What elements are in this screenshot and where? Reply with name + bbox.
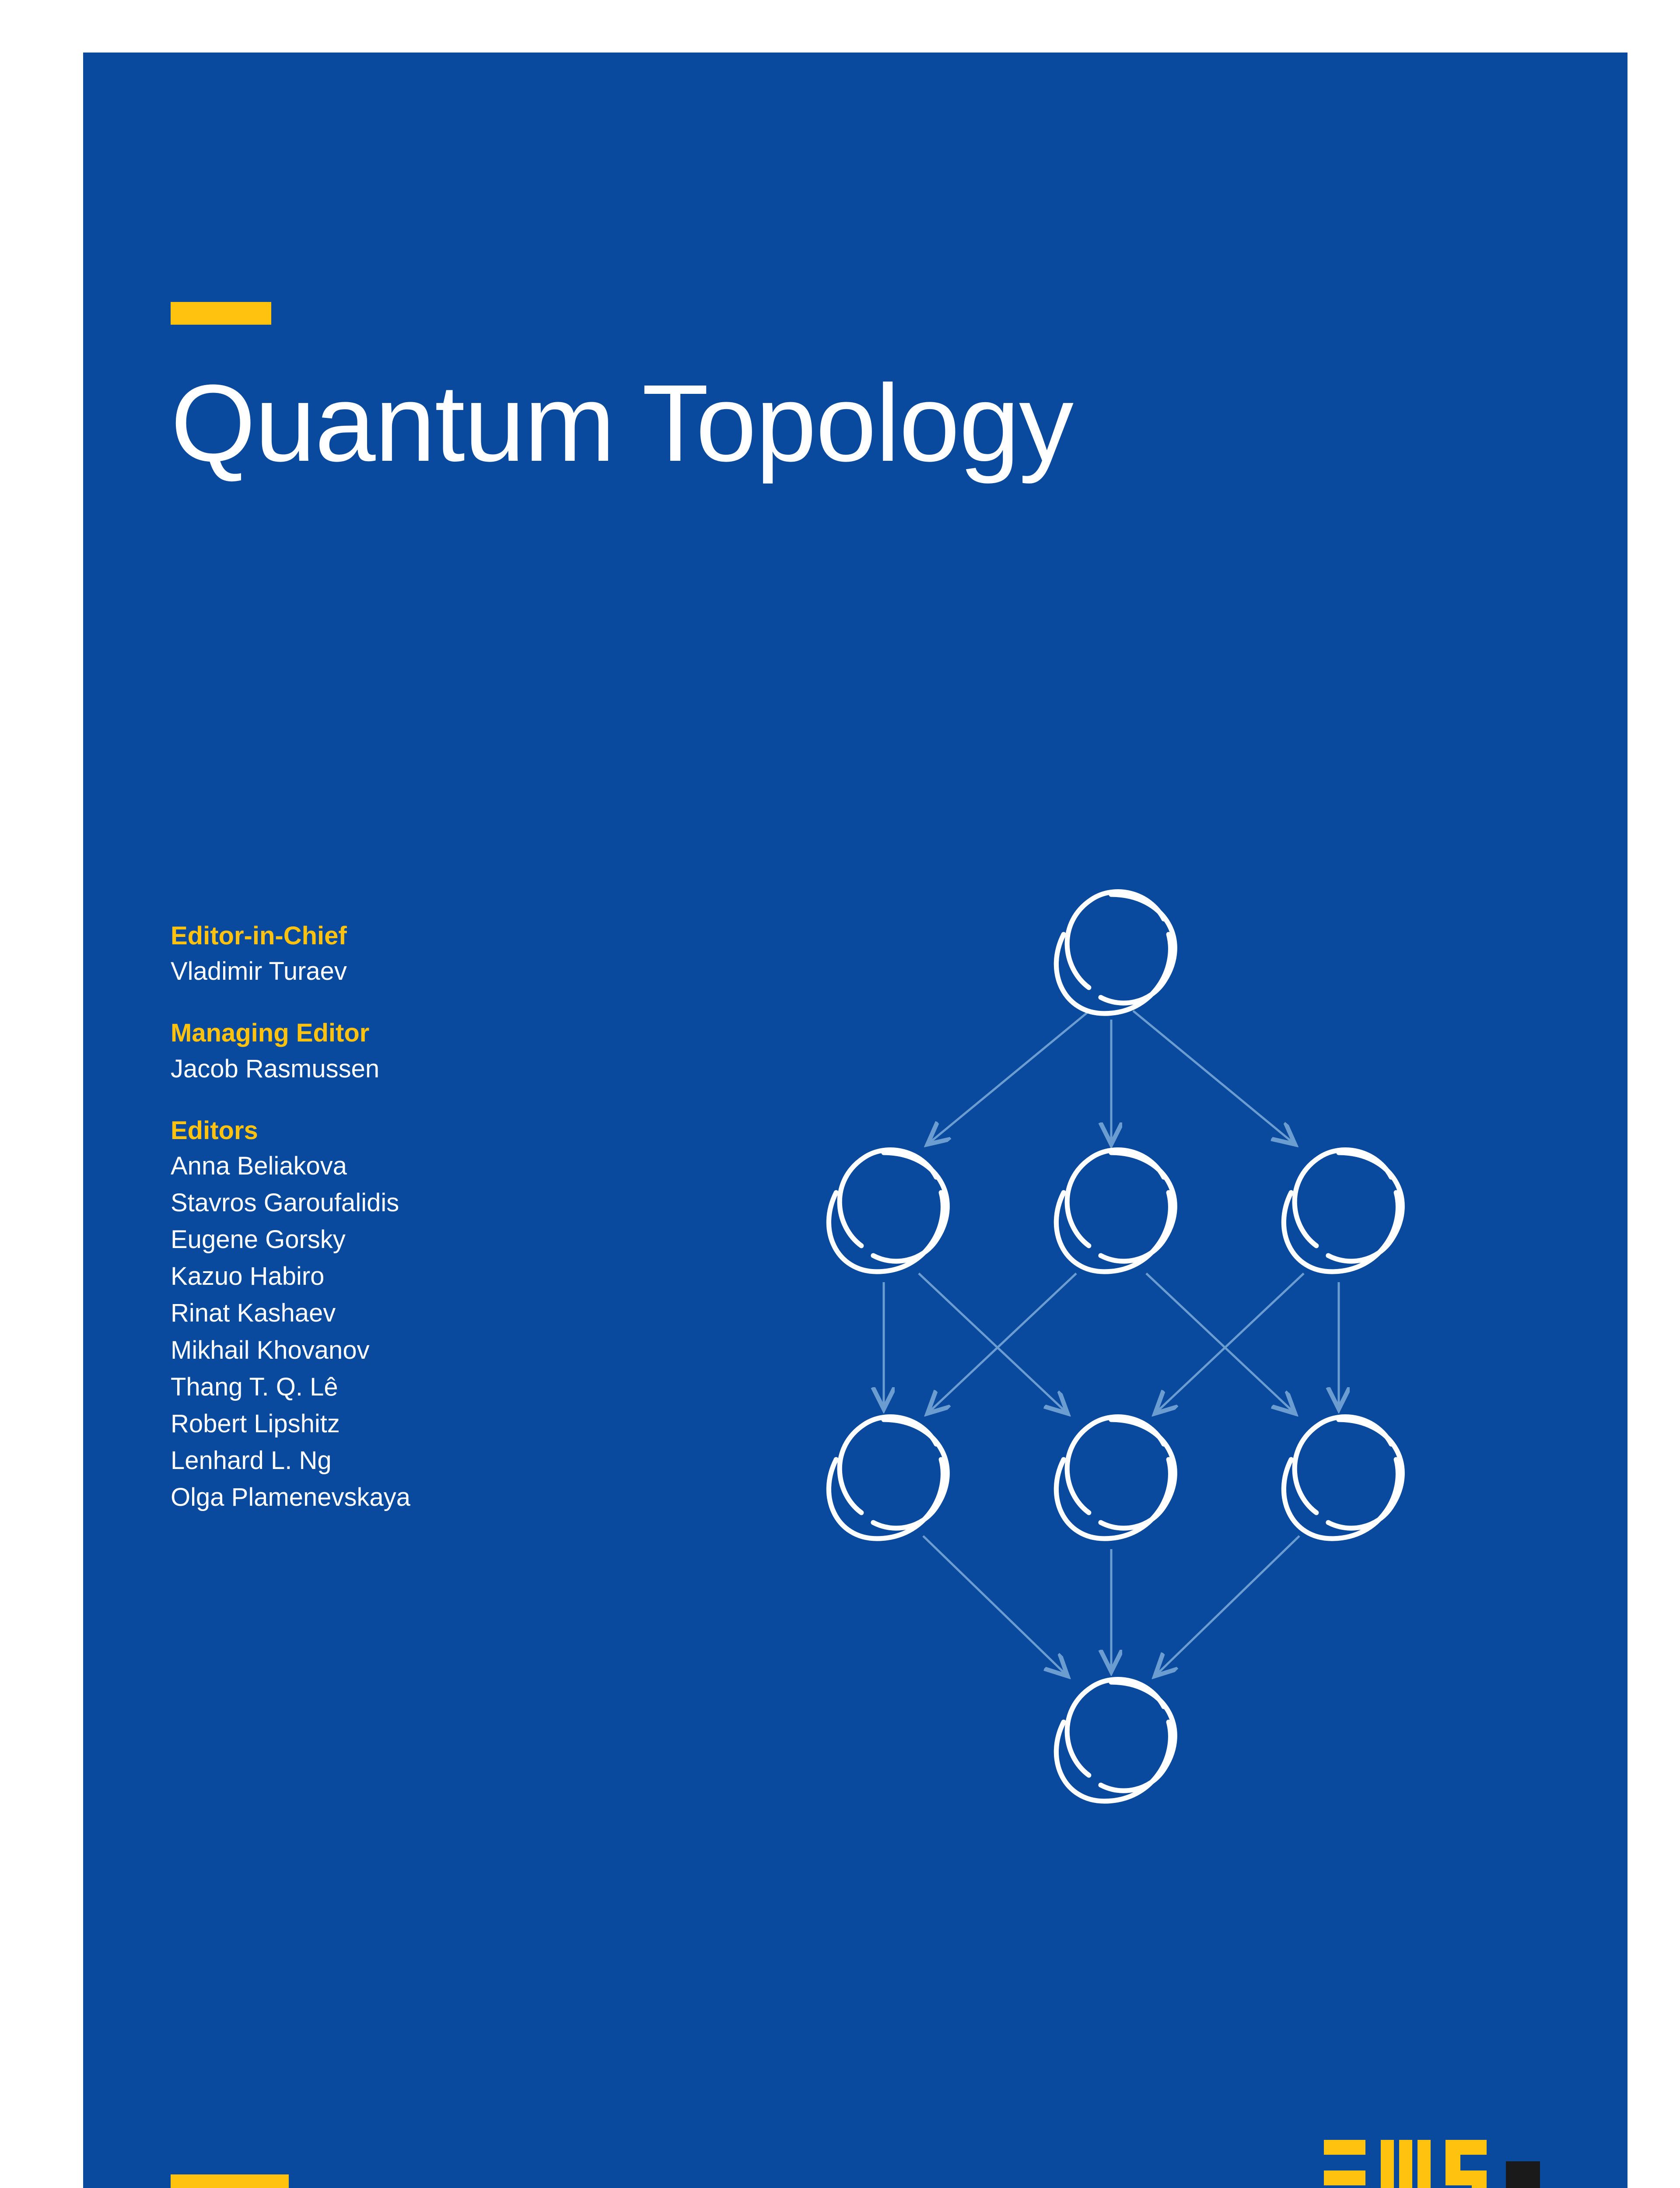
- editor-name: Thang T. Q. Lê: [171, 1369, 410, 1406]
- editor-name: Stavros Garoufalidis: [171, 1185, 410, 1221]
- accent-bar: [171, 2174, 289, 2188]
- diagram-edges: [884, 1011, 1339, 1676]
- editor-name: Robert Lipshitz: [171, 1406, 410, 1442]
- managing-editor-label: Managing Editor: [171, 1016, 410, 1050]
- knot-lattice-diagram: [674, 875, 1549, 1838]
- accent-bars-bottom: [171, 2153, 289, 2188]
- editor-name: Lenhard L. Ng: [171, 1442, 410, 1479]
- editor-name: Kazuo Habiro: [171, 1258, 410, 1295]
- editor-in-chief-label: Editor-in-Chief: [171, 919, 410, 953]
- ems-press-logo: PRESS: [1324, 2140, 1540, 2188]
- editor-name: Rinat Kashaev: [171, 1295, 410, 1332]
- editor-name: Olga Plamenevskaya: [171, 1479, 410, 1516]
- logo-square-icon: [1506, 2161, 1540, 2188]
- editors-label: Editors: [171, 1114, 410, 1148]
- ems-logo-icon: [1324, 2140, 1540, 2188]
- accent-bar-top: [171, 302, 271, 325]
- editors-block: Editor-in-Chief Vladimir Turaev Managing…: [171, 919, 410, 1516]
- journal-title: Quantum Topology: [171, 368, 1540, 478]
- editor-name: Anna Beliakova: [171, 1148, 410, 1185]
- diagram-nodes: [829, 892, 1402, 1801]
- managing-editor-name: Jacob Rasmussen: [171, 1051, 410, 1087]
- editor-name: Mikhail Khovanov: [171, 1332, 410, 1369]
- editor-name: Eugene Gorsky: [171, 1221, 410, 1258]
- journal-cover: Quantum Topology Editor-in-Chief Vladimi…: [83, 53, 1628, 2188]
- editor-in-chief-name: Vladimir Turaev: [171, 953, 410, 990]
